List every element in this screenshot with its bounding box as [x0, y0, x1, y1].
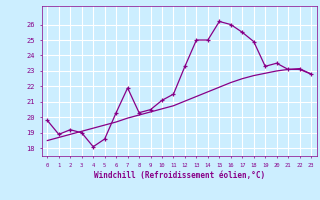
X-axis label: Windchill (Refroidissement éolien,°C): Windchill (Refroidissement éolien,°C)	[94, 171, 265, 180]
